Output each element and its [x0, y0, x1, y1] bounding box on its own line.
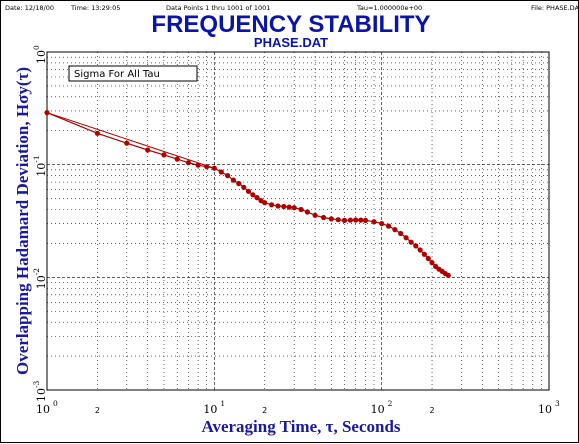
data-point	[269, 202, 275, 208]
x-tick-label: 10	[36, 403, 50, 416]
y-tick-label: 10-1	[32, 155, 48, 176]
data-point	[304, 209, 310, 215]
data-point	[392, 227, 398, 233]
data-point	[225, 173, 231, 179]
data-point	[347, 217, 353, 223]
data-point	[204, 164, 210, 170]
data-point	[275, 203, 281, 209]
grid-lines	[47, 52, 549, 390]
data-point	[185, 160, 191, 166]
data-point	[398, 230, 404, 237]
data-point	[286, 204, 292, 210]
x-tick-label: 10	[538, 403, 552, 416]
data-point	[161, 152, 167, 158]
x-tick-exponent: 0	[53, 399, 58, 408]
data-point	[145, 147, 151, 153]
chart-title: FREQUENCY STABILITY	[151, 11, 430, 38]
data-point	[298, 206, 304, 213]
data-point	[353, 217, 359, 223]
data-point	[44, 110, 50, 116]
data-point	[195, 162, 201, 168]
chart-subtitle: PHASE.DAT	[254, 35, 328, 50]
header-file: File: PHASE.DAT	[531, 4, 579, 12]
x-minor-tick-label: 2	[429, 406, 434, 415]
data-point	[328, 216, 334, 222]
y-tick-label: 10-3	[32, 380, 48, 402]
data-point	[291, 205, 297, 211]
x-minor-tick-label: 2	[95, 406, 100, 415]
data-point	[281, 203, 287, 210]
y-axis-label: Overlapping Hadamard Deviation, Hσy(τ)	[13, 67, 32, 375]
data-point	[445, 272, 451, 278]
data-point	[341, 217, 348, 223]
header-data-points: Data Points 1 thru 1001 of 1001	[166, 4, 270, 12]
data-point	[211, 165, 217, 171]
x-tick-exponent: 1	[220, 399, 225, 408]
header-tau: Tau=1.000000e+00	[356, 4, 422, 12]
data-point	[245, 188, 252, 194]
data-point	[236, 180, 242, 187]
data-point	[250, 192, 256, 198]
data-point	[358, 217, 364, 223]
data-point	[386, 223, 392, 229]
header-time: Time: 13:29:05	[70, 4, 120, 12]
data-point	[254, 195, 260, 201]
data-point	[413, 243, 419, 249]
legend-box	[68, 65, 198, 82]
y-tick-base: 10	[35, 50, 48, 64]
data-point	[321, 214, 327, 221]
data-point	[174, 156, 180, 162]
y-tick-base: 10	[35, 163, 48, 177]
x-tick-exponent: 2	[388, 399, 393, 408]
series-line	[46, 112, 449, 276]
x-axis-label: Averaging Time, τ, Seconds	[201, 417, 400, 436]
y-tick-label: 10-2	[32, 268, 48, 290]
fit-line	[46, 112, 215, 169]
data-point	[379, 221, 385, 227]
x-tick-label: 10	[371, 403, 385, 416]
data-point	[417, 247, 423, 253]
header-date: Date: 12/18/00	[5, 4, 54, 12]
data-point	[421, 251, 427, 257]
legend: Sigma For All Tau	[68, 65, 198, 82]
plot-border	[46, 51, 550, 391]
y-tick-exponent: 0	[32, 45, 41, 50]
data-point	[362, 217, 369, 223]
data-point	[94, 130, 100, 136]
x-minor-tick-label: 2	[262, 406, 267, 415]
data-point	[262, 200, 268, 206]
data-point	[218, 169, 224, 175]
data-point	[230, 177, 236, 183]
y-tick-exponent: -1	[32, 155, 41, 162]
y-tick-base: 10	[35, 388, 48, 402]
data-point	[429, 260, 435, 266]
x-axis-ticks: 10 0 10 1 10 2 10 32 2 2	[36, 399, 560, 416]
legend-label: Sigma For All Tau	[74, 69, 160, 80]
y-tick-exponent: -2	[32, 268, 41, 276]
y-tick-exponent: -3	[32, 380, 41, 388]
data-point	[241, 184, 247, 190]
data-point	[312, 212, 318, 218]
data-point	[403, 235, 409, 241]
data-point	[335, 217, 341, 223]
data-point	[408, 239, 414, 245]
y-tick-base: 10	[35, 275, 48, 289]
data-point	[124, 140, 130, 146]
data-series	[44, 110, 451, 278]
x-tick-exponent: 3	[555, 399, 560, 408]
data-point	[425, 255, 431, 262]
x-tick-label: 10	[203, 403, 217, 416]
data-point	[371, 219, 377, 225]
y-tick-label: 100	[32, 45, 48, 64]
